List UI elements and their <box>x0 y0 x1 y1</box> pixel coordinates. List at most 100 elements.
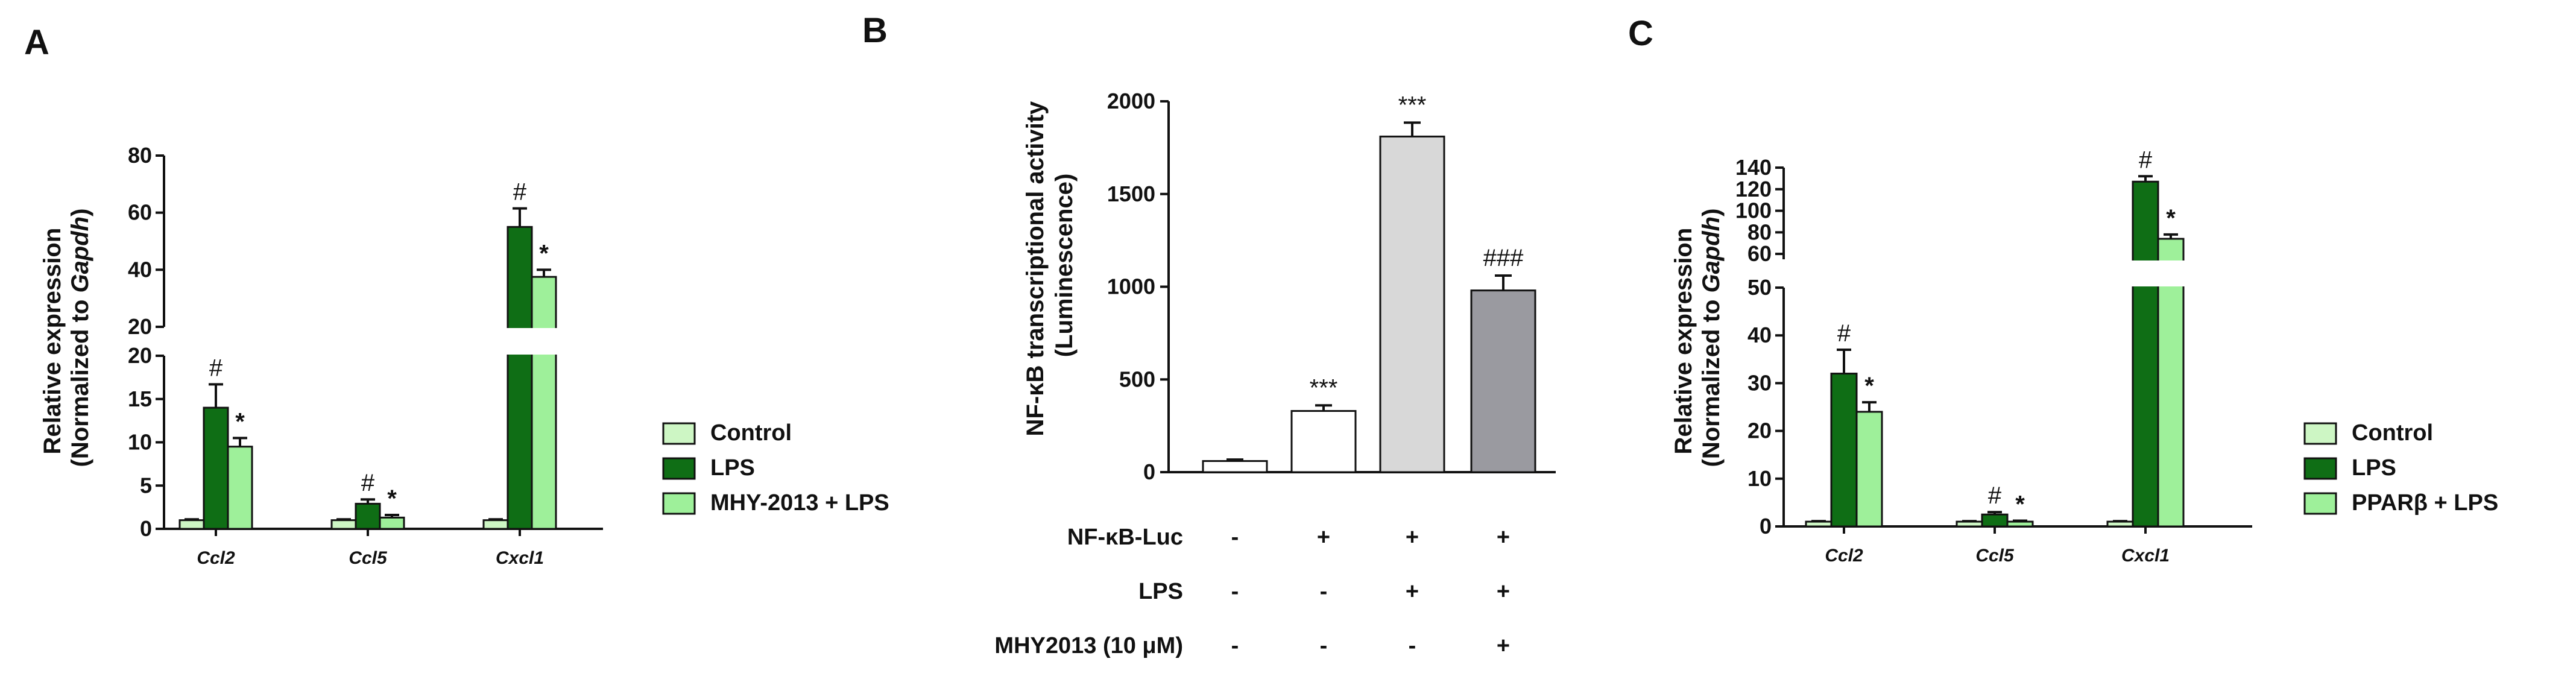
bar <box>2006 520 2034 528</box>
panel-letter-c: C <box>1628 14 1653 53</box>
significance-mark: * <box>235 408 245 435</box>
significance-mark: # <box>1988 482 2002 509</box>
chart-panel-a: Relative expression (Normalized to Gapdh… <box>39 143 889 568</box>
y-tick-label: 140 <box>1735 155 1772 180</box>
bar <box>1470 289 1536 473</box>
legend-swatch <box>2303 457 2337 480</box>
bar <box>379 516 405 530</box>
bar <box>203 406 229 530</box>
y-tick-label: 0 <box>1760 514 1772 538</box>
condition-label: NF-κB-Luc <box>1067 525 1183 550</box>
legend-swatch <box>662 492 696 515</box>
legend-swatch <box>2303 492 2337 515</box>
significance-mark: * <box>2015 491 2025 517</box>
condition-sign: - <box>1231 579 1239 604</box>
axis-break-gap <box>2156 260 2185 286</box>
y-tick-label: 10 <box>1747 466 1772 491</box>
significance-mark: * <box>539 240 549 267</box>
condition-sign: + <box>1406 579 1419 604</box>
significance-mark: * <box>1864 373 1874 399</box>
x-tick-label: Ccl5 <box>1975 546 2015 566</box>
legend-label: LPS <box>2352 455 2396 481</box>
bar <box>1855 411 1883 528</box>
significance-mark: # <box>1837 320 1851 347</box>
condition-sign: - <box>1231 633 1239 658</box>
y-axis-label: Relative expression (Normalized to Gapdh… <box>1670 209 1725 467</box>
condition-sign: + <box>1497 633 1510 658</box>
significance-mark: *** <box>1310 374 1338 401</box>
chart-panel-c: Relative expression (Normalized to Gapdh… <box>1670 147 2498 566</box>
significance-mark: # <box>209 355 223 381</box>
bar <box>1981 513 2009 528</box>
y-tick-label: 20 <box>1747 418 1772 443</box>
legend-label: LPS <box>710 455 755 481</box>
bar <box>1379 135 1445 473</box>
y-tick-label: 80 <box>1747 219 1772 244</box>
axis-break-gap <box>2131 260 2160 286</box>
x-tick-label: Cxcl1 <box>496 548 544 568</box>
legend-swatch <box>2303 422 2337 445</box>
significance-mark: # <box>2139 147 2153 173</box>
significance-mark: # <box>513 179 527 206</box>
legend-label: Control <box>2352 420 2433 446</box>
condition-sign: - <box>1409 633 1416 658</box>
bar <box>178 519 205 530</box>
y-tick-label: 60 <box>128 200 152 225</box>
legend-swatch <box>662 457 696 480</box>
condition-sign: + <box>1406 525 1419 550</box>
legend-label: Control <box>710 420 792 446</box>
condition-sign: - <box>1320 579 1328 604</box>
bar <box>227 446 253 530</box>
x-tick-label: Ccl2 <box>197 548 235 568</box>
y-tick-label: 100 <box>1735 198 1772 223</box>
x-tick-label: Ccl5 <box>349 548 388 568</box>
y-tick-label: 30 <box>1747 370 1772 395</box>
bar <box>1202 460 1268 473</box>
bar <box>507 226 533 530</box>
y-tick-label: 2000 <box>1107 89 1155 113</box>
bar <box>1290 410 1357 473</box>
bar <box>531 276 557 530</box>
legend-label: PPARβ + LPS <box>2352 490 2498 516</box>
condition-sign: - <box>1231 525 1239 550</box>
condition-sign: + <box>1497 525 1510 550</box>
significance-mark: # <box>361 470 375 496</box>
y-tick-label: 20 <box>128 314 152 339</box>
x-tick-label: Cxcl1 <box>2121 546 2170 566</box>
y-tick-label: 40 <box>1747 323 1772 347</box>
y-tick-label: 80 <box>128 143 152 168</box>
panel-letter-a: A <box>24 23 49 62</box>
y-tick-label: 500 <box>1119 367 1155 391</box>
condition-sign: + <box>1497 579 1510 604</box>
y-tick-label: 1500 <box>1107 182 1155 206</box>
legend-swatch <box>662 422 696 445</box>
x-tick-label: Ccl2 <box>1825 546 1863 566</box>
y-tick-label: 5 <box>140 473 152 497</box>
y-axis-label: NF-κB transcriptional activity (Luminesc… <box>1022 95 1078 437</box>
bar <box>2132 180 2159 528</box>
condition-label: LPS <box>1138 579 1183 604</box>
condition-label: MHY2013 (10 μM) <box>994 633 1183 658</box>
panel-letter-b: B <box>862 11 888 50</box>
bar <box>355 502 381 530</box>
significance-mark: *** <box>1398 92 1427 118</box>
bar <box>482 519 509 530</box>
y-tick-label: 20 <box>128 343 152 368</box>
legend-label: MHY-2013 + LPS <box>710 490 889 516</box>
axis-break-gap <box>530 328 558 355</box>
chart-panel-b: NF-κB transcriptional activity (Luminesc… <box>994 89 1556 658</box>
bar <box>330 519 357 530</box>
y-tick-label: 15 <box>128 387 152 411</box>
y-tick-label: 40 <box>128 257 152 282</box>
y-tick-label: 0 <box>1143 459 1155 484</box>
y-tick-label: 0 <box>140 516 152 541</box>
axis-break-gap <box>506 328 534 355</box>
condition-sign: + <box>1317 525 1330 550</box>
bar <box>1830 373 1858 528</box>
y-tick-label: 60 <box>1747 241 1772 266</box>
y-tick-label: 120 <box>1735 177 1772 201</box>
y-axis-label: Relative expression (Normalized to Gapdh… <box>39 209 93 467</box>
significance-mark: * <box>2166 205 2176 232</box>
y-tick-label: 50 <box>1747 275 1772 300</box>
